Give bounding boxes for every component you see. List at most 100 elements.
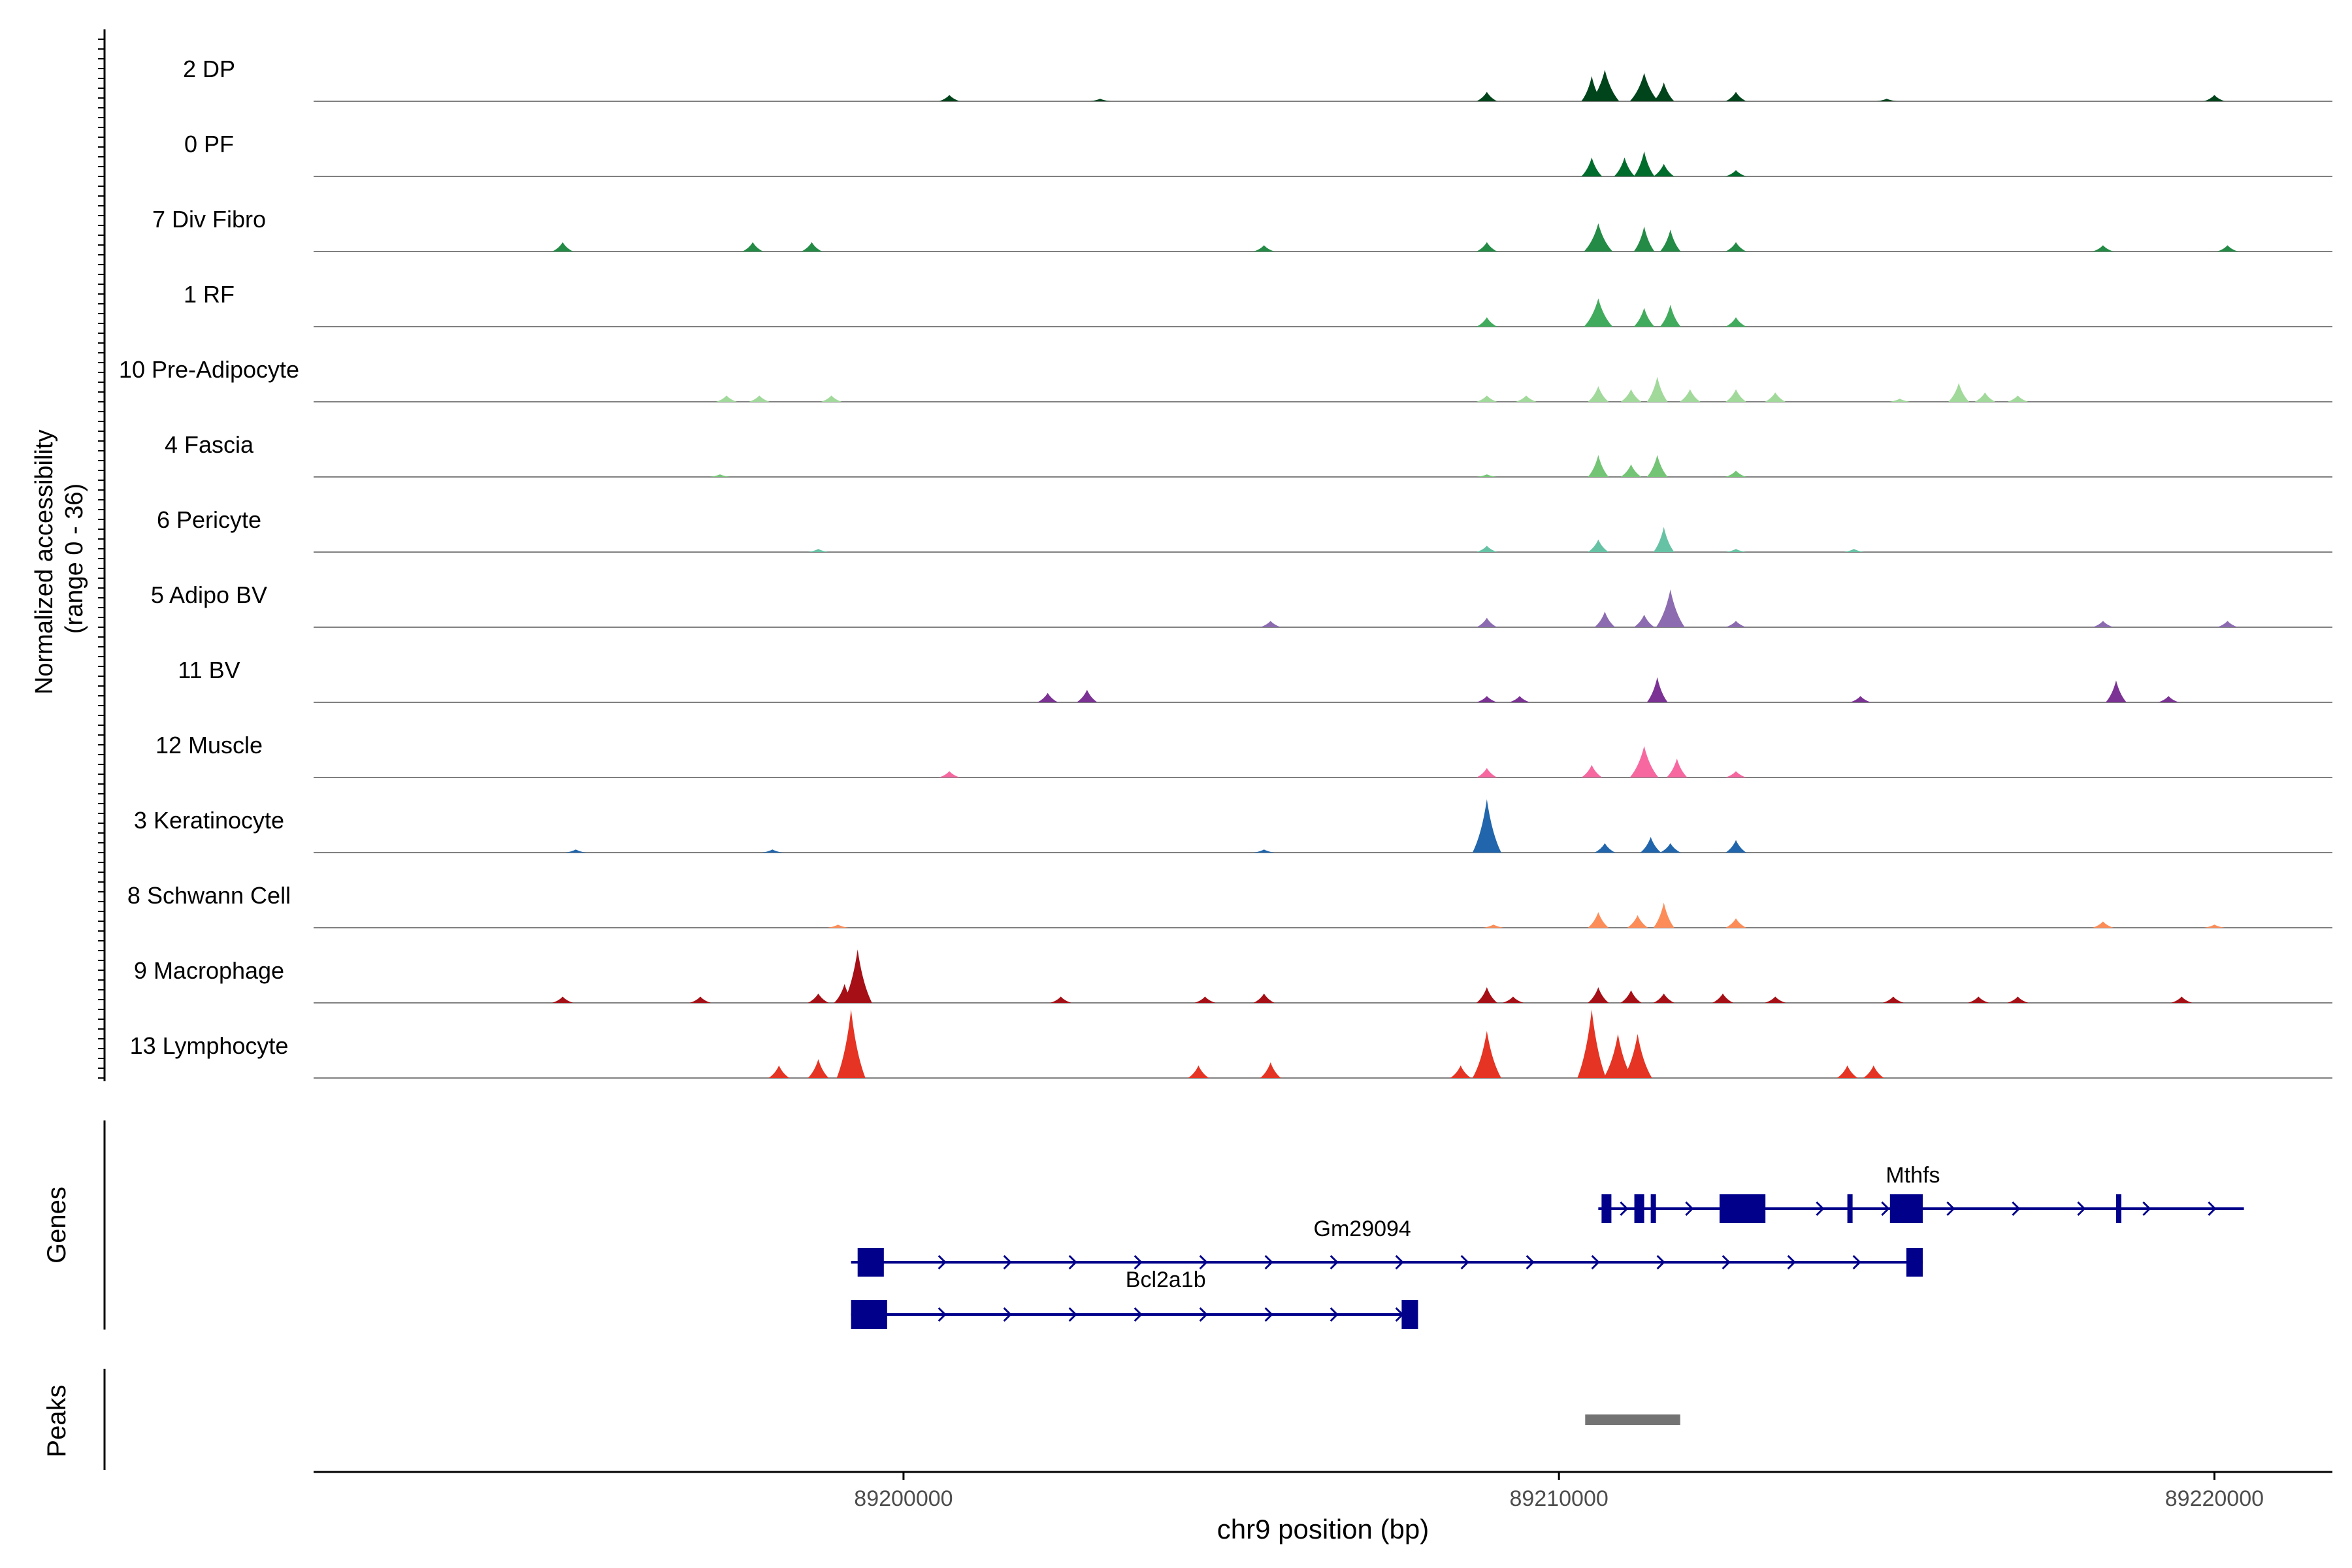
x-tick-label: 89220000 xyxy=(2165,1486,2264,1511)
coverage-peak xyxy=(1876,99,1897,101)
coverage-peak xyxy=(1863,1065,1884,1078)
strand-arrow xyxy=(1852,1254,1861,1270)
gene-model: Gm29094 xyxy=(851,1217,1923,1277)
track-8: 11 BV xyxy=(178,657,2332,703)
coverage-peak xyxy=(1889,399,1910,402)
coverage-peak xyxy=(1594,611,1616,627)
coverage-peak xyxy=(1765,996,1786,1003)
x-axis-label: chr9 position (bp) xyxy=(1217,1514,1429,1544)
coverage-peak xyxy=(2092,621,2114,627)
coverage-peak xyxy=(1476,91,1497,101)
coverage-peak xyxy=(1476,317,1497,327)
track-label: 0 PF xyxy=(184,131,234,157)
coverage-peak xyxy=(2204,924,2225,928)
track-12: 9 Macrophage xyxy=(134,949,2332,1004)
strand-arrow xyxy=(1946,1201,1955,1217)
track-label: 3 Keratinocyte xyxy=(134,807,284,834)
strand-arrow xyxy=(1685,1201,1694,1217)
strand-arrow xyxy=(1003,1254,1012,1270)
coverage-tracks: 2 DP 0 PF 7 Div Fibro 1 RF 10 Pre-Adipocyte 4… xyxy=(119,56,2332,1079)
coverage-peak xyxy=(1974,392,1996,402)
coverage-peak xyxy=(749,395,770,402)
coverage-peak xyxy=(2204,95,2225,101)
exon xyxy=(2115,1194,2121,1223)
coverage-peak xyxy=(1633,151,1655,176)
coverage-peak xyxy=(2105,680,2127,702)
y-axis xyxy=(98,29,106,1081)
coverage-peak xyxy=(1725,840,1747,853)
coverage-peak xyxy=(1076,689,1098,702)
coverage-peak xyxy=(1629,73,1659,101)
coverage-peak xyxy=(1948,383,1970,402)
track-label: 10 Pre-Adipocyte xyxy=(119,356,299,383)
strand-arrow xyxy=(1620,1201,1629,1217)
strand-arrow xyxy=(1068,1307,1077,1322)
coverage-peak xyxy=(1659,229,1681,252)
coverage-peak xyxy=(827,924,849,928)
coverage-peak xyxy=(1260,621,1281,627)
coverage-peak xyxy=(1188,1065,1209,1078)
coverage-peak xyxy=(1620,990,1642,1003)
coverage-peak xyxy=(1482,924,1504,928)
track-3: 1 RF xyxy=(184,281,2332,327)
track-label: 12 Muscle xyxy=(155,732,263,759)
strand-arrow xyxy=(938,1307,947,1322)
coverage-peak xyxy=(1614,157,1635,176)
coverage-peak xyxy=(1476,242,1497,252)
track-2: 7 Div Fibro xyxy=(152,206,2332,252)
coverage-peak xyxy=(1620,464,1642,477)
strand-arrow xyxy=(1816,1201,1825,1217)
strand-arrow xyxy=(1526,1254,1535,1270)
strand-arrow xyxy=(2012,1201,2021,1217)
coverage-peak xyxy=(808,993,829,1003)
coverage-peak xyxy=(1089,99,1111,101)
coverage-peak xyxy=(552,242,574,252)
coverage-peak xyxy=(1633,308,1655,327)
coverage-peak xyxy=(1627,915,1648,928)
gene-name: Mthfs xyxy=(1886,1163,1940,1188)
strand-arrow xyxy=(1787,1254,1796,1270)
strand-arrow xyxy=(1330,1254,1339,1270)
coverage-peak xyxy=(1594,843,1616,853)
coverage-peak xyxy=(1476,546,1497,552)
coverage-peak xyxy=(1629,745,1659,777)
genes-panel-label: Genes xyxy=(42,1186,71,1264)
track-label: 9 Macrophage xyxy=(134,957,284,984)
coverage-peak xyxy=(1584,223,1613,252)
coverage-peak xyxy=(1588,385,1609,402)
coverage-peak xyxy=(552,996,574,1003)
coverage-peak xyxy=(1725,317,1747,327)
track-5: 4 Fascia xyxy=(165,431,2332,478)
y-axis-label-line-1: Normalized accessibility xyxy=(31,430,58,694)
coverage-peak xyxy=(1581,764,1603,777)
y-axis-ticks xyxy=(98,39,105,1079)
coverage-peak xyxy=(1253,849,1275,853)
coverage-peak xyxy=(1725,470,1747,477)
coverage-peak xyxy=(1603,1034,1633,1078)
track-13: 13 Lymphocyte xyxy=(130,1009,2332,1079)
track-1: 0 PF xyxy=(184,131,2332,177)
coverage-peak xyxy=(2092,245,2114,252)
coverage-peak xyxy=(1725,389,1747,402)
strand-arrow xyxy=(1330,1307,1339,1322)
coverage-peak xyxy=(1472,799,1501,853)
coverage-peak xyxy=(1588,539,1609,552)
coverage-peak xyxy=(1653,993,1674,1003)
coverage-peak xyxy=(1725,91,1747,101)
coverage-peak xyxy=(1476,474,1497,477)
peak-region xyxy=(1585,1414,1680,1425)
coverage-peak xyxy=(808,1059,829,1078)
strand-arrow xyxy=(1656,1254,1665,1270)
strand-arrow xyxy=(1003,1307,1012,1322)
exon xyxy=(1634,1194,1644,1223)
coverage-peak xyxy=(1633,226,1655,252)
exon xyxy=(857,1248,884,1277)
exon xyxy=(851,1300,887,1329)
coverage-peak xyxy=(1725,549,1747,552)
track-label: 7 Div Fibro xyxy=(152,206,266,233)
coverage-peak xyxy=(1509,696,1530,702)
coverage-peak xyxy=(1584,298,1613,327)
gene-model: Bcl2a1b xyxy=(851,1267,1418,1329)
track-0: 2 DP xyxy=(183,56,2332,102)
